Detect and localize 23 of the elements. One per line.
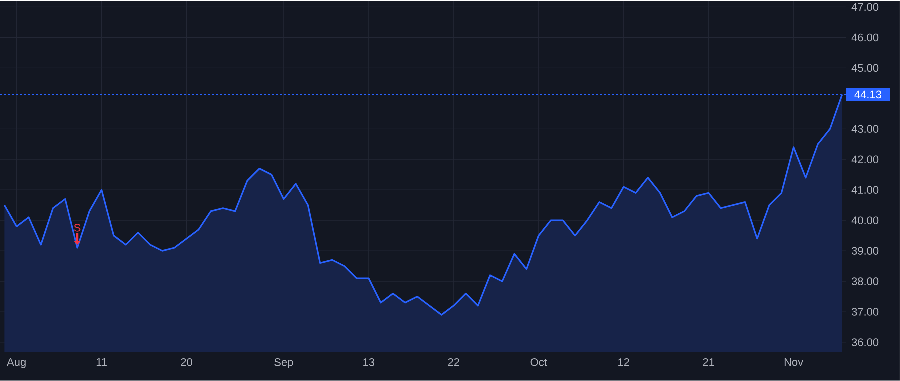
x-tick-label: 13: [364, 358, 375, 366]
x-tick-label: 22: [448, 358, 460, 366]
y-tick-label: 39.00: [852, 247, 879, 255]
y-tick-label: 46.00: [852, 34, 879, 42]
y-tick-label: 37.00: [852, 308, 879, 316]
x-tick-label: Sep: [274, 358, 294, 368]
y-tick-label: 45.00: [852, 64, 879, 72]
ref-line-label: 44.13: [854, 90, 882, 99]
annotation: S: [74, 224, 81, 232]
y-tick-label: 38.00: [852, 278, 879, 286]
x-tick-label: Nov: [784, 358, 804, 366]
x-tick-label: 20: [181, 358, 192, 366]
y-tick-label: 42.00: [852, 156, 879, 164]
y-tick-label: 40.00: [852, 216, 879, 225]
y-tick-label: 41.00: [852, 186, 879, 194]
y-tick-label: 36.00: [852, 338, 879, 346]
x-tick-label: Oct: [530, 358, 548, 366]
y-tick-label: 47.00: [852, 3, 879, 12]
x-tick-label: 12: [618, 358, 630, 366]
x-tick-label: Aug: [7, 358, 26, 368]
x-tick-label: 11: [96, 358, 107, 366]
x-tick-label: 21: [703, 358, 714, 366]
y-tick-label: 43.00: [852, 125, 879, 134]
